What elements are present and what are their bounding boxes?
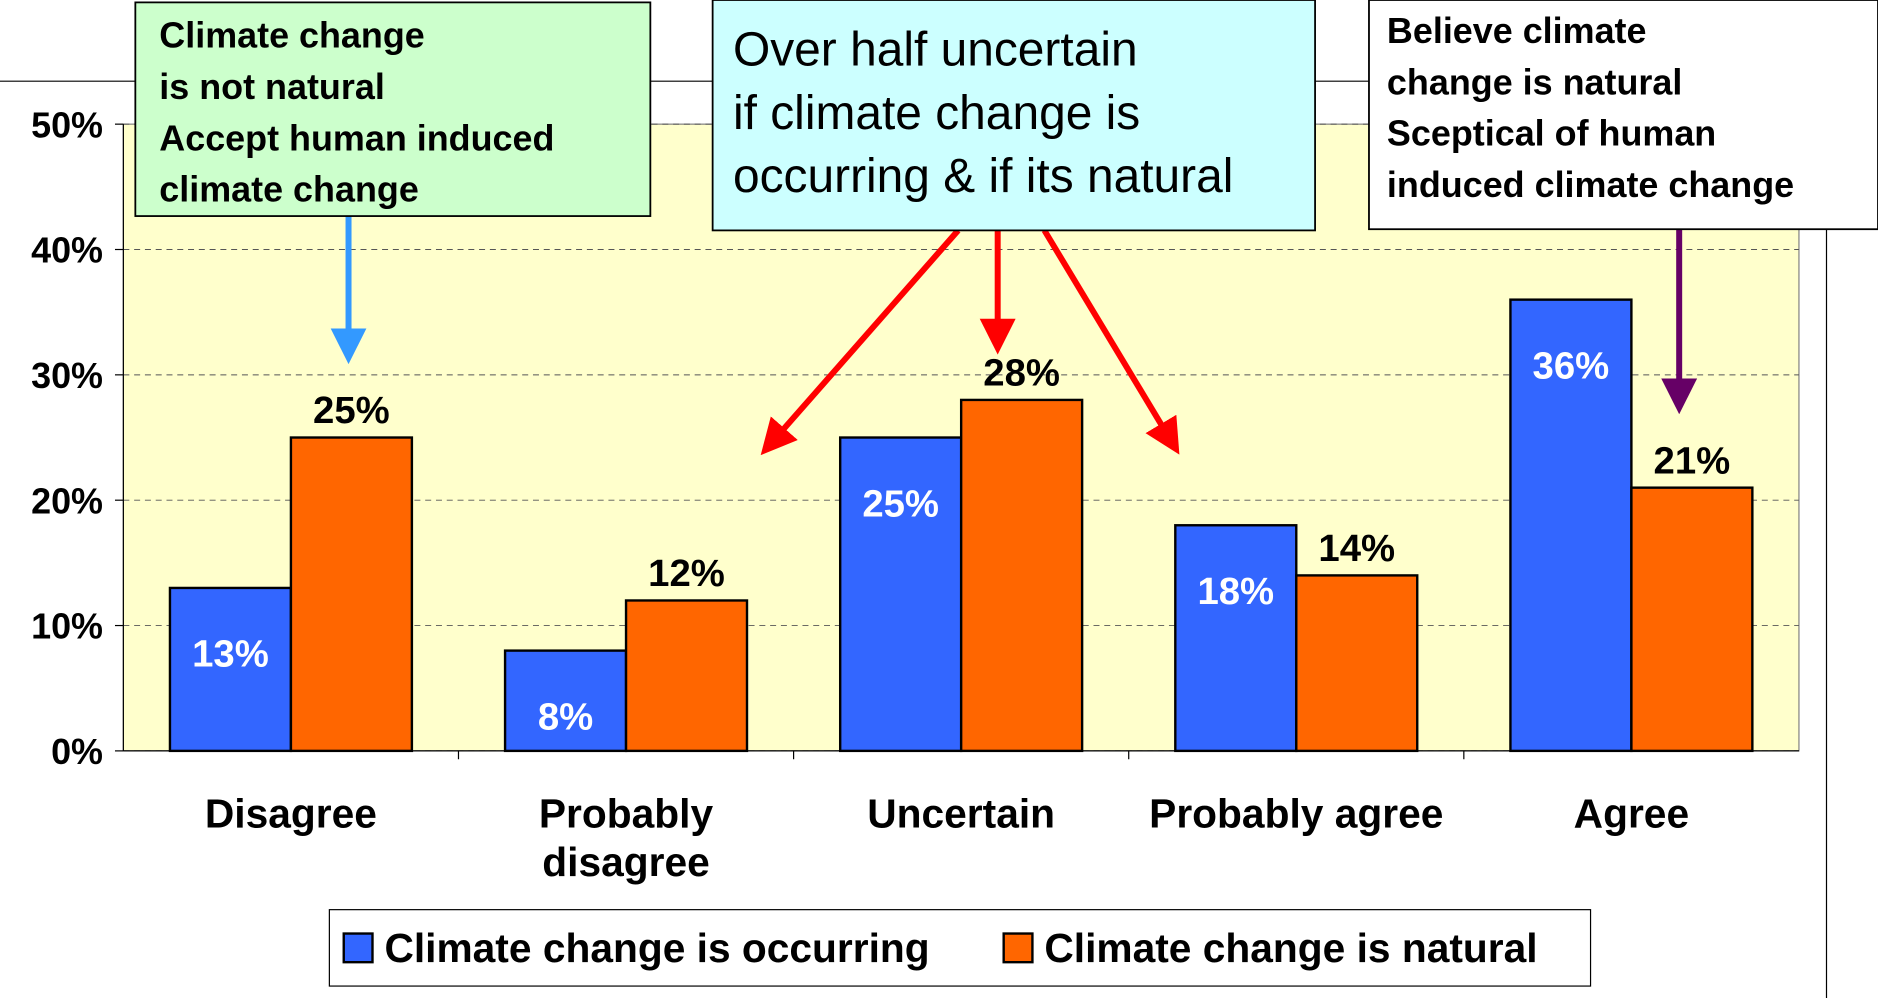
y-tick-label: 20% xyxy=(31,481,103,521)
annotation-text: Sceptical of human xyxy=(1387,114,1716,154)
legend-label: Climate change is occurring xyxy=(384,925,929,971)
annotation-text: if climate change is xyxy=(733,87,1140,140)
bar xyxy=(1295,574,1419,753)
bar xyxy=(1509,298,1633,753)
value-label: 21% xyxy=(1654,439,1731,482)
value-label: 12% xyxy=(648,552,725,595)
legend-swatch xyxy=(342,932,374,964)
annotation-box xyxy=(711,0,1316,232)
value-label: 25% xyxy=(862,482,939,525)
annotation-text: Accept human induced xyxy=(159,118,554,158)
annotation-box xyxy=(134,1,652,217)
x-tick-label: Agree xyxy=(1573,791,1690,837)
x-tick-label-box: Probably disagree xyxy=(538,791,714,886)
arrow xyxy=(760,228,961,456)
annotation-text: climate change xyxy=(159,170,419,210)
value-label: 14% xyxy=(1318,527,1395,570)
value-label: 18% xyxy=(1197,570,1274,613)
legend-swatch xyxy=(1002,932,1034,964)
y-tick-label: 50% xyxy=(31,105,103,145)
x-tick-label-box: Probably agree xyxy=(1149,791,1444,837)
value-label: 8% xyxy=(538,695,593,738)
x-tick-label-box: Uncertain xyxy=(867,791,1056,837)
annotation-text: induced climate change xyxy=(1387,165,1794,205)
legend xyxy=(328,909,1592,987)
x-tick-label: Probably disagree xyxy=(538,791,714,886)
y-tick-label: 30% xyxy=(31,356,103,396)
x-tick-label: Uncertain xyxy=(867,791,1056,837)
bar xyxy=(289,436,414,753)
value-label: 13% xyxy=(192,633,269,676)
annotation-text: occurring & if its natural xyxy=(733,150,1233,203)
x-tick-label-box: Agree xyxy=(1573,791,1690,837)
annotation-text: Believe climate xyxy=(1387,11,1647,51)
bar xyxy=(503,649,628,753)
legend-label: Climate change is natural xyxy=(1044,925,1537,971)
y-tick-label: 40% xyxy=(31,231,103,271)
annotation-text: Climate change xyxy=(159,16,424,56)
bar xyxy=(959,398,1084,753)
annotation-text: is not natural xyxy=(159,67,385,107)
bar xyxy=(1174,524,1298,753)
x-tick-label: Disagree xyxy=(204,791,377,837)
value-label: 28% xyxy=(983,352,1060,395)
annotation-text: change is natural xyxy=(1387,62,1682,102)
x-tick-label-box: Disagree xyxy=(204,791,377,837)
bar xyxy=(624,599,749,753)
x-tick-label: Probably agree xyxy=(1149,791,1444,837)
y-tick-label: 10% xyxy=(31,607,103,647)
annotation-text: Over half uncertain xyxy=(733,24,1138,77)
arrow xyxy=(1041,228,1180,455)
annotation-box xyxy=(1368,0,1878,231)
y-tick-label: 0% xyxy=(51,732,103,772)
bar xyxy=(1630,486,1754,753)
value-label: 36% xyxy=(1533,344,1610,387)
value-label: 25% xyxy=(313,389,390,432)
